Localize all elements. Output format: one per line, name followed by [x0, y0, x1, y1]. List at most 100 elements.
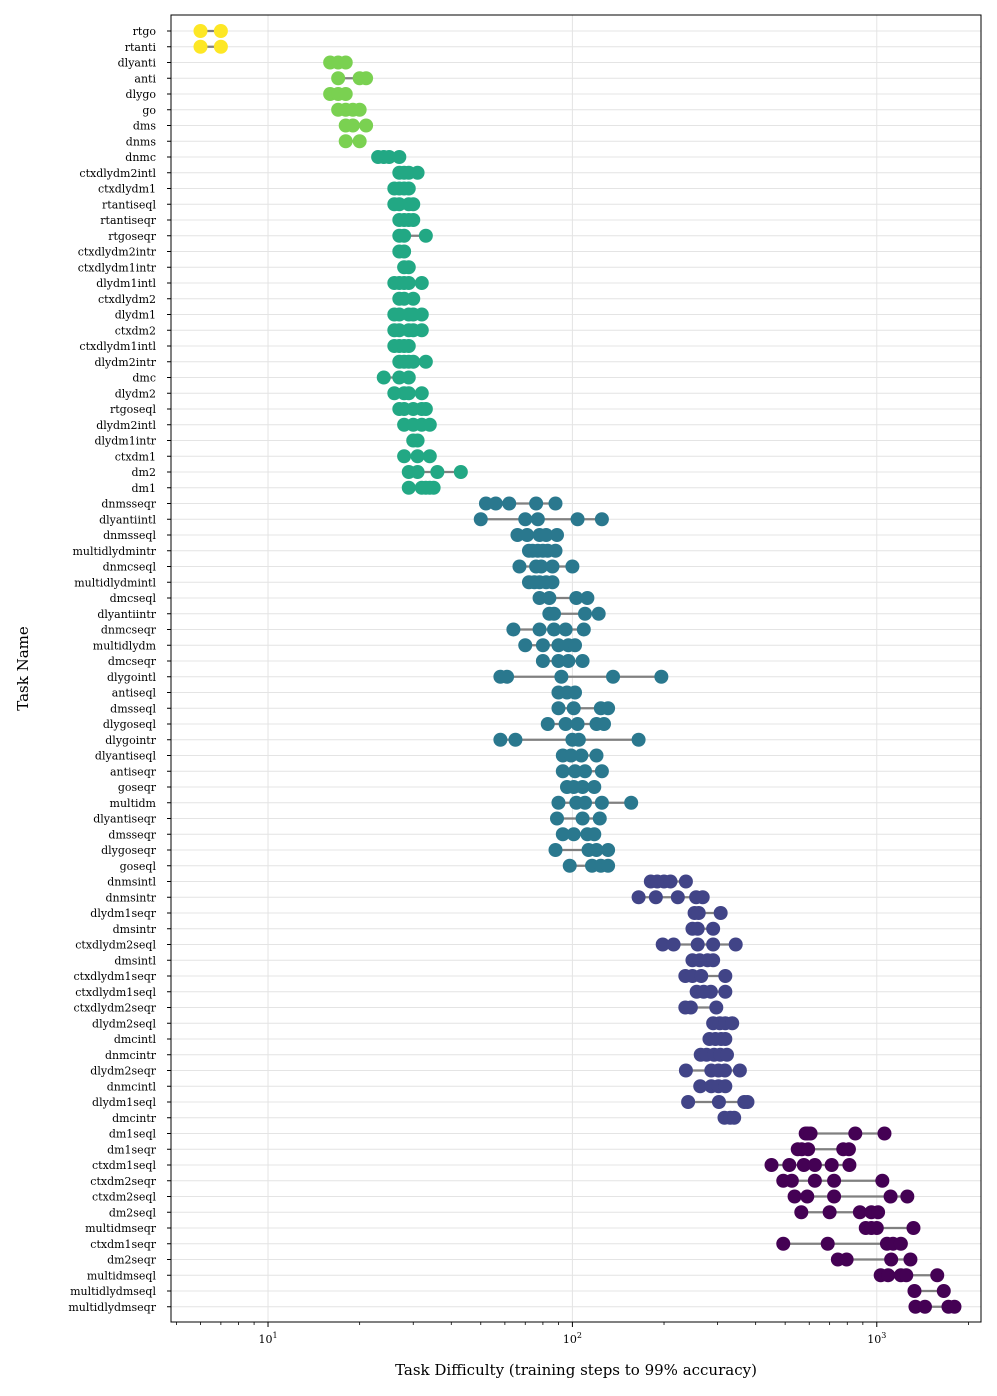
y-tick-label: dnmcintr: [105, 1049, 157, 1062]
point-dlydm2intl: [422, 417, 437, 432]
point-dlygointl: [606, 669, 621, 684]
point-multidm: [624, 795, 639, 810]
point-dmcintr: [727, 1110, 742, 1125]
point-dnmsseqr: [529, 496, 544, 511]
point-dm2: [430, 465, 445, 479]
point-multidlydm: [568, 638, 583, 653]
point-goseql: [601, 858, 616, 873]
point-ctxdm2seqr: [784, 1173, 799, 1188]
y-tick-label: multidmseqr: [85, 1222, 157, 1235]
point-rtantiseqr: [406, 213, 421, 227]
point-dm2seqr: [839, 1252, 854, 1267]
y-tick-label: ctxdm2: [115, 324, 156, 337]
point-dmcseqr: [561, 654, 576, 668]
point-multidlydm: [518, 638, 533, 653]
y-tick-label: ctxdm1seql: [92, 1159, 156, 1172]
point-multidlydmseql: [936, 1284, 951, 1298]
point-ctxdlydm1seqr: [718, 969, 733, 983]
point-ctxdm1seql: [807, 1158, 822, 1172]
point-ctxdlydm1intr: [401, 260, 416, 275]
y-tick-label: dlydm1: [115, 309, 156, 322]
point-dms: [345, 118, 360, 133]
y-tick-label: dmcseqr: [108, 655, 157, 668]
point-antiseqr: [568, 764, 583, 779]
y-tick-label: dlydm1seqr: [90, 907, 156, 920]
point-dnmcseql: [512, 559, 527, 574]
point-dm2seql: [852, 1205, 867, 1220]
point-ctxdm1seql: [782, 1158, 797, 1172]
point-dnmsintr: [670, 890, 685, 905]
point-dlydm1intl: [401, 276, 416, 290]
point-dlygo: [338, 87, 353, 101]
point-dlydm2intr: [406, 354, 421, 369]
point-antiseqr: [594, 764, 609, 779]
x-tick-label: 101: [258, 1331, 277, 1346]
range-lines-layer: [200, 29, 955, 1308]
y-tick-label: ctxdm2seqr: [90, 1175, 156, 1188]
point-multidlydm: [551, 638, 566, 653]
point-dnmcintr: [719, 1047, 734, 1062]
point-dlygointr: [508, 732, 523, 747]
point-dlydm2: [387, 386, 402, 401]
point-goseql: [562, 858, 577, 873]
y-tick-label: rtanti: [125, 41, 157, 54]
y-tick-label: antiseql: [112, 687, 157, 700]
y-tick-label: dmsseql: [110, 702, 156, 715]
point-dlygoseql: [558, 717, 573, 731]
point-dnmcseql: [534, 559, 549, 574]
point-goseqr: [587, 780, 602, 794]
point-dmsseqr: [566, 827, 581, 842]
point-dlydm2intr: [418, 354, 433, 369]
point-dlyantiseqr: [575, 811, 590, 826]
point-multidmseqr: [906, 1221, 921, 1235]
point-dnms: [352, 134, 367, 149]
point-dmsseql: [551, 701, 566, 716]
y-tick-label: dnmcseql: [103, 561, 157, 574]
point-goseqr: [575, 780, 590, 794]
point-ctxdm2seql: [900, 1189, 915, 1204]
point-multidmseql: [930, 1268, 945, 1283]
point-rtanti: [213, 39, 228, 54]
point-multidmseqr: [869, 1221, 884, 1235]
point-dlydm1seql: [681, 1095, 696, 1109]
y-tick-label: ctxdlydm2intr: [78, 246, 157, 259]
y-tick-label: dnmsseql: [103, 529, 156, 542]
y-tick-label: dlyantiintl: [99, 513, 156, 526]
point-dnmsseqr: [548, 496, 563, 511]
point-dnmsseqr: [502, 496, 517, 511]
point-dlydm2seqr: [717, 1063, 732, 1078]
point-rtgoseqr: [418, 228, 433, 243]
point-rtantiseql: [406, 197, 421, 212]
point-multidlydmseqr: [917, 1299, 932, 1314]
point-dlyantiintl: [530, 512, 545, 527]
y-tick-label: dm2seqr: [107, 1254, 157, 1267]
point-ctxdlydm2seql: [666, 937, 681, 952]
y-tick-label: dmcintl: [114, 1033, 157, 1046]
y-tick-label: multidlydmintr: [73, 545, 157, 558]
point-dnmc: [392, 150, 407, 164]
point-dlydm1seql: [711, 1095, 726, 1109]
point-ctxdlydm2seqr: [683, 1000, 698, 1015]
y-tick-label: ctxdm1: [115, 450, 156, 463]
point-dm2: [453, 465, 468, 479]
y-tick-label: dmc: [132, 372, 156, 385]
y-axis-label: Task Name: [14, 626, 32, 711]
y-tick-label: dlyantiintr: [97, 608, 156, 621]
y-tick-label: dlydm2seqr: [90, 1065, 156, 1078]
point-dm2seql: [822, 1205, 837, 1220]
point-multidlydmseqr: [947, 1299, 962, 1314]
y-tick-label: goseql: [120, 860, 157, 873]
point-dlygoseql: [596, 717, 611, 731]
point-anti: [331, 71, 346, 86]
point-dnmcintl: [718, 1079, 733, 1094]
y-tick-label: ctxdlydm2seql: [75, 939, 156, 952]
point-dmsseqr: [555, 827, 570, 842]
point-antiseql: [568, 685, 583, 700]
point-ctxdm1: [397, 449, 412, 464]
y-tick-label: dlyantiseql: [95, 750, 157, 763]
y-tick-label: dnmc: [125, 151, 156, 164]
point-multidlydmintl: [545, 575, 560, 590]
point-dm1: [401, 480, 416, 495]
point-dmsintr: [690, 921, 705, 936]
